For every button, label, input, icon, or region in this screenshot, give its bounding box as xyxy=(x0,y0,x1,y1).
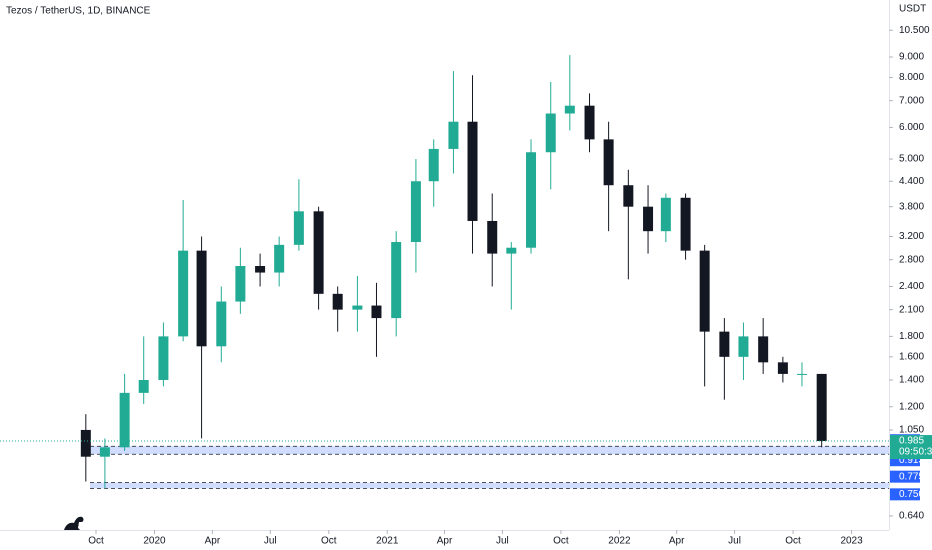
candles xyxy=(80,55,827,489)
y-tick-label: 1.050 xyxy=(899,425,924,436)
candle-body xyxy=(178,250,189,337)
x-tick-label: Jul xyxy=(496,536,509,547)
candle-body xyxy=(119,392,130,448)
candle-body xyxy=(796,373,807,375)
zone-price-label: 0.913 xyxy=(899,455,924,466)
y-tick-label: 5.000 xyxy=(899,154,924,165)
candle-body xyxy=(526,152,537,248)
x-tick-label: 2020 xyxy=(143,536,166,547)
candle-body xyxy=(719,331,730,357)
candle-body xyxy=(216,301,227,347)
candle-body xyxy=(680,197,691,251)
x-tick-label: Oct xyxy=(785,536,801,547)
y-tick-label: 3.200 xyxy=(899,231,924,242)
candle-body xyxy=(623,185,634,207)
y-tick-label: 3.800 xyxy=(899,201,924,212)
y-tick-label: 2.800 xyxy=(899,254,924,265)
y-tick-label: 1.800 xyxy=(899,331,924,342)
candle-body xyxy=(80,429,91,457)
x-tick-label: Apr xyxy=(205,536,221,547)
y-tick-label: 1.400 xyxy=(899,375,924,386)
x-tick-label: Oct xyxy=(553,536,569,547)
candle-body xyxy=(352,305,363,310)
candle-body xyxy=(506,247,517,254)
candle-body xyxy=(410,181,421,243)
candle-body xyxy=(487,220,498,254)
candle-body xyxy=(758,336,769,363)
candle-body xyxy=(603,139,614,186)
zone xyxy=(90,482,889,489)
y-tick-label: 0.640 xyxy=(899,511,924,522)
candle-body xyxy=(545,113,556,153)
candle-body xyxy=(274,244,285,273)
last-price-label: 0.985 xyxy=(899,436,924,447)
candle-body xyxy=(564,105,575,114)
x-tick-label: Jul xyxy=(728,536,741,547)
zone-price-label: 0.775 xyxy=(899,471,924,482)
candle-body xyxy=(643,206,654,232)
candle-body xyxy=(777,362,788,374)
candle-body xyxy=(391,242,402,319)
candle-body xyxy=(428,148,439,182)
chart-title: Tezos / TetherUS, 1D, BINANCE xyxy=(6,6,151,17)
y-tick-label: 8.000 xyxy=(899,72,924,83)
y-tick-label: 2.400 xyxy=(899,281,924,292)
candle-body xyxy=(584,105,595,140)
x-tick-label: Apr xyxy=(669,536,685,547)
candle-body xyxy=(660,197,671,232)
last-price-box xyxy=(890,435,932,460)
y-tick-label: 1.200 xyxy=(899,401,924,412)
candle-body xyxy=(255,266,266,273)
candle-body xyxy=(99,447,110,457)
x-tick-label: Jul xyxy=(264,536,277,547)
y-tick-label: 10.500 xyxy=(899,25,930,36)
x-tick-label: 2022 xyxy=(608,536,631,547)
zone-price-box xyxy=(890,470,920,483)
logo-shape xyxy=(64,516,84,530)
x-tick-label: Apr xyxy=(437,536,453,547)
countdown: 09:50:30 xyxy=(899,447,932,458)
y-tick-label: 4.400 xyxy=(899,176,924,187)
candle-body xyxy=(699,250,710,332)
candle-body xyxy=(816,373,827,442)
candle-body xyxy=(293,211,304,245)
y-tick-label: 7.000 xyxy=(899,95,924,106)
x-tick-label: 2023 xyxy=(840,536,863,547)
y-tick-label: 9.000 xyxy=(899,52,924,63)
candle-body xyxy=(371,305,382,319)
candle-body xyxy=(738,336,749,357)
x-tick-label: Oct xyxy=(321,536,337,547)
candle-body xyxy=(332,293,343,310)
y-tick-label: 6.000 xyxy=(899,122,924,133)
candle-body xyxy=(448,121,459,149)
zone xyxy=(90,446,889,455)
candle-body xyxy=(313,211,324,294)
x-tick-label: 2021 xyxy=(376,536,399,547)
logo xyxy=(64,516,84,530)
zone-price-box xyxy=(890,488,920,501)
y-tick-label: 2.100 xyxy=(899,304,924,315)
y-tick-label: 1.600 xyxy=(899,351,924,362)
candle-body xyxy=(138,380,149,393)
candle-body xyxy=(235,266,246,302)
y-unit: USDT xyxy=(899,4,926,15)
candle-body xyxy=(158,336,169,381)
x-tick-label: Oct xyxy=(88,536,104,547)
candle-body xyxy=(467,121,478,221)
zone-price-label: 0.750 xyxy=(899,489,924,500)
candle-body xyxy=(196,250,207,347)
